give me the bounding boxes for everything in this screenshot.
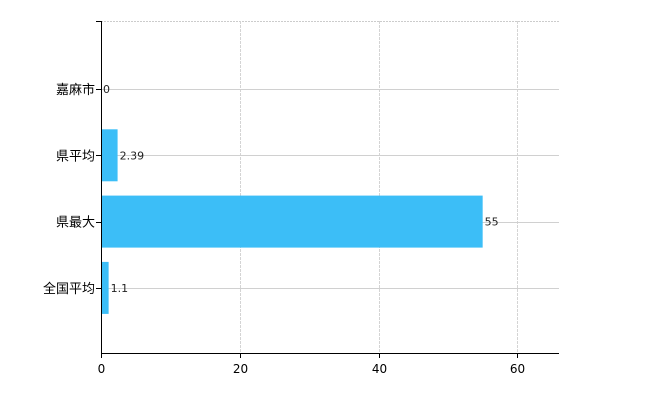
x-tick-label: 40 [372,362,387,376]
category-label: 全国平均 [43,281,95,297]
bar [101,261,109,314]
category-label: 県最大 [56,216,95,231]
category-label: 嘉麻市 [56,82,95,98]
data-label: 0 [103,83,110,96]
x-tick-label: 60 [510,362,525,376]
x-tick-label: 20 [233,362,248,376]
bar [101,129,118,182]
category-label: 県平均 [56,149,95,164]
data-label: 55 [485,216,499,229]
data-label: 2.39 [120,149,144,162]
x-tick-label: 0 [98,362,106,376]
data-label: 1.1 [111,282,129,295]
bar [101,195,483,248]
